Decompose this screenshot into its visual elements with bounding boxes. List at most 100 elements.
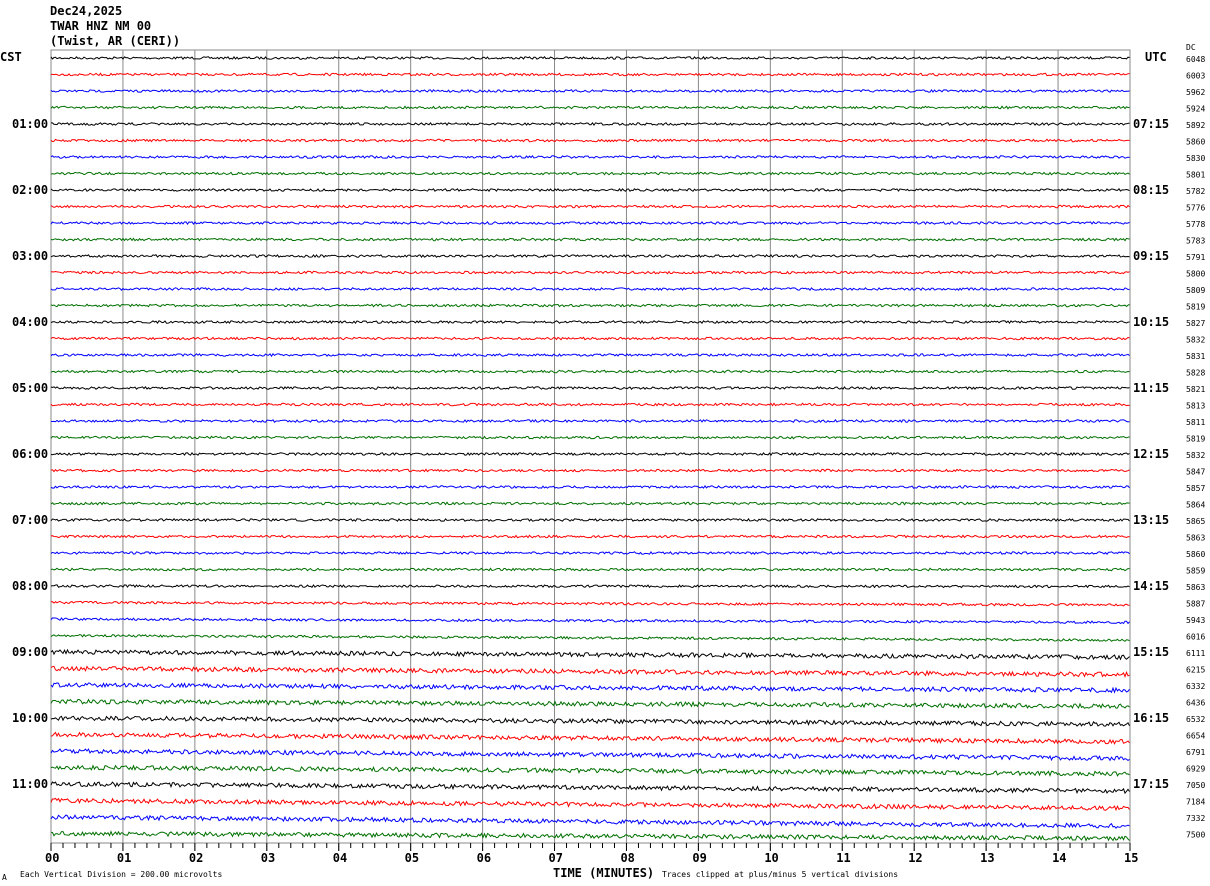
- trace-line: [50, 633, 1130, 642]
- utc-time-label: 13:15: [1133, 513, 1169, 527]
- x-axis-label: TIME (MINUTES): [553, 866, 654, 880]
- corner-mark: A: [2, 873, 7, 882]
- dc-value: 6436: [1186, 699, 1205, 708]
- cst-time-label: 03:00: [12, 249, 48, 263]
- dc-value: 5800: [1186, 270, 1205, 279]
- dc-value: 5860: [1186, 138, 1205, 147]
- dc-value: 6929: [1186, 765, 1205, 774]
- trace-line: [50, 138, 1130, 143]
- dc-value: 6215: [1186, 666, 1205, 675]
- trace-line: [50, 715, 1130, 727]
- trace-line: [50, 369, 1130, 374]
- dc-value: 5865: [1186, 517, 1205, 526]
- trace-line: [50, 748, 1130, 762]
- dc-value: 5832: [1186, 336, 1205, 345]
- trace-line: [50, 617, 1130, 625]
- utc-time-label: 12:15: [1133, 447, 1169, 461]
- x-tick-label: 14: [1052, 851, 1066, 865]
- utc-time-label: 07:15: [1133, 117, 1169, 131]
- dc-value: 5962: [1186, 88, 1205, 97]
- dc-value: 6048: [1186, 55, 1205, 64]
- dc-value: 6332: [1186, 682, 1205, 691]
- trace-line: [50, 72, 1130, 77]
- trace-line: [50, 287, 1130, 292]
- trace-line: [50, 698, 1130, 709]
- trace-line: [50, 797, 1130, 812]
- clip-note: Traces clipped at plus/minus 5 vertical …: [662, 870, 898, 879]
- trace-line: [50, 237, 1130, 242]
- cst-time-label: 02:00: [12, 183, 48, 197]
- trace-line: [50, 682, 1130, 694]
- cst-time-label: 10:00: [12, 711, 48, 725]
- dc-value: 6111: [1186, 649, 1205, 658]
- x-tick-label: 13: [980, 851, 994, 865]
- trace-line: [50, 171, 1130, 176]
- dc-value: 5860: [1186, 550, 1205, 559]
- trace-line: [50, 352, 1130, 358]
- dc-value: 6016: [1186, 633, 1205, 642]
- dc-value: 7184: [1186, 798, 1205, 807]
- dc-value: 5811: [1186, 418, 1205, 427]
- cst-time-label: 05:00: [12, 381, 48, 395]
- trace-line: [50, 600, 1130, 607]
- dc-value: 5819: [1186, 303, 1205, 312]
- dc-value: 7332: [1186, 814, 1205, 823]
- dc-value: 5828: [1186, 369, 1205, 378]
- dc-value: 5892: [1186, 121, 1205, 130]
- trace-line: [50, 187, 1130, 193]
- cst-label: CST: [0, 50, 22, 64]
- utc-time-label: 14:15: [1133, 579, 1169, 593]
- trace-line: [50, 55, 1130, 61]
- dc-value: 5864: [1186, 501, 1205, 510]
- trace-line: [50, 336, 1130, 341]
- trace-line: [50, 814, 1130, 829]
- dc-value: 5887: [1186, 600, 1205, 609]
- utc-time-label: 17:15: [1133, 777, 1169, 791]
- dc-value: 5778: [1186, 220, 1205, 229]
- dc-value: 5863: [1186, 534, 1205, 543]
- trace-line: [50, 485, 1130, 489]
- dc-value: 5821: [1186, 385, 1205, 394]
- dc-value: 5809: [1186, 286, 1205, 295]
- trace-line: [50, 105, 1130, 110]
- dc-value: 7050: [1186, 781, 1205, 790]
- trace-line: [50, 584, 1130, 589]
- trace-line: [50, 253, 1130, 259]
- utc-time-label: 11:15: [1133, 381, 1169, 395]
- trace-line: [50, 764, 1130, 777]
- x-tick-label: 11: [836, 851, 850, 865]
- dc-value: 5847: [1186, 468, 1205, 477]
- x-tick-label: 05: [405, 851, 419, 865]
- x-tick-label: 08: [620, 851, 634, 865]
- trace-line: [50, 303, 1130, 308]
- trace-line: [50, 551, 1130, 556]
- utc-time-label: 09:15: [1133, 249, 1169, 263]
- utc-time-label: 08:15: [1133, 183, 1169, 197]
- dc-label: DC: [1186, 43, 1196, 52]
- dc-value: 5782: [1186, 187, 1205, 196]
- utc-time-label: 16:15: [1133, 711, 1169, 725]
- dc-value: 5943: [1186, 616, 1205, 625]
- dc-value: 5831: [1186, 352, 1205, 361]
- scale-note: Each Vertical Division = 200.00 microvol…: [20, 870, 222, 879]
- trace-line: [50, 665, 1130, 679]
- cst-time-label: 01:00: [12, 117, 48, 131]
- cst-time-label: 09:00: [12, 645, 48, 659]
- trace-line: [50, 468, 1130, 473]
- dc-value: 6003: [1186, 72, 1205, 81]
- trace-line: [50, 518, 1130, 523]
- x-tick-label: 04: [333, 851, 347, 865]
- dc-value: 5857: [1186, 484, 1205, 493]
- utc-time-label: 10:15: [1133, 315, 1169, 329]
- cst-time-label: 08:00: [12, 579, 48, 593]
- dc-value: 7500: [1186, 831, 1205, 840]
- cst-time-label: 06:00: [12, 447, 48, 461]
- dc-value: 5830: [1186, 154, 1205, 163]
- trace-line: [50, 830, 1130, 842]
- trace-line: [50, 781, 1130, 795]
- trace-line: [50, 89, 1130, 93]
- dc-value: 5783: [1186, 237, 1205, 246]
- trace-line: [50, 534, 1130, 539]
